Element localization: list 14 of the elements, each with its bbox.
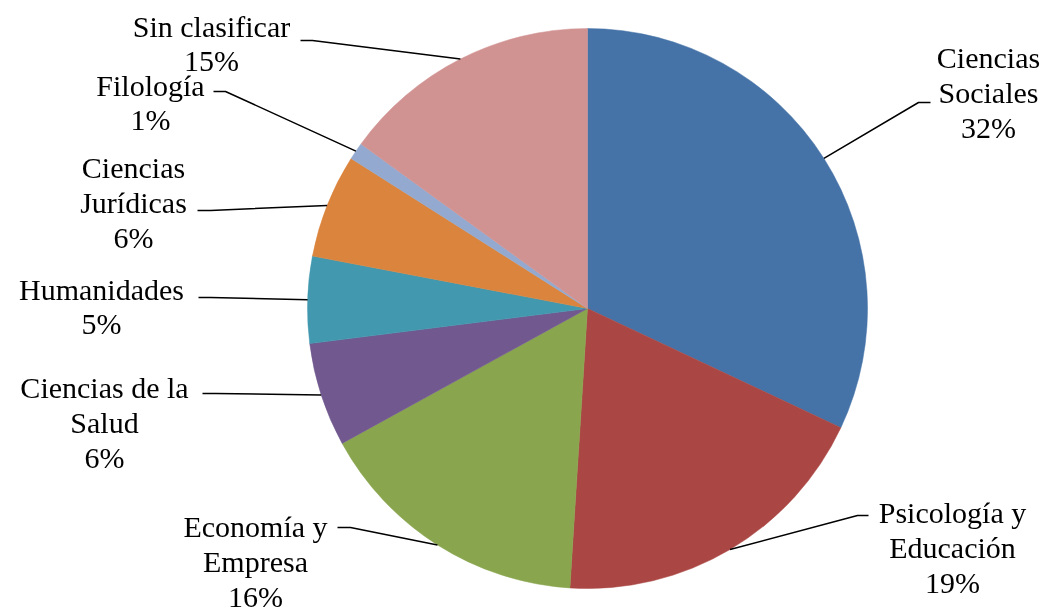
slice-label: Sin clasificar [132, 9, 291, 43]
slice-label: Ciencias Jurídicas [80, 151, 187, 219]
data-label: 1% [130, 103, 171, 137]
slice-label: Ciencias de la Salud [20, 371, 189, 439]
data-label: 19% [925, 565, 980, 599]
data-label: 6% [84, 440, 125, 474]
data-label: 5% [81, 307, 122, 341]
data-label: 16% [228, 579, 283, 612]
slice-label: Ciencias Sociales [936, 41, 1041, 109]
slice-label: Psicología y Educación [878, 496, 1027, 564]
data-label: 6% [113, 220, 154, 254]
slice-label: Humanidades [19, 272, 184, 306]
slice-label: Economía y Empresa [183, 510, 328, 578]
data-label: 32% [961, 110, 1016, 144]
